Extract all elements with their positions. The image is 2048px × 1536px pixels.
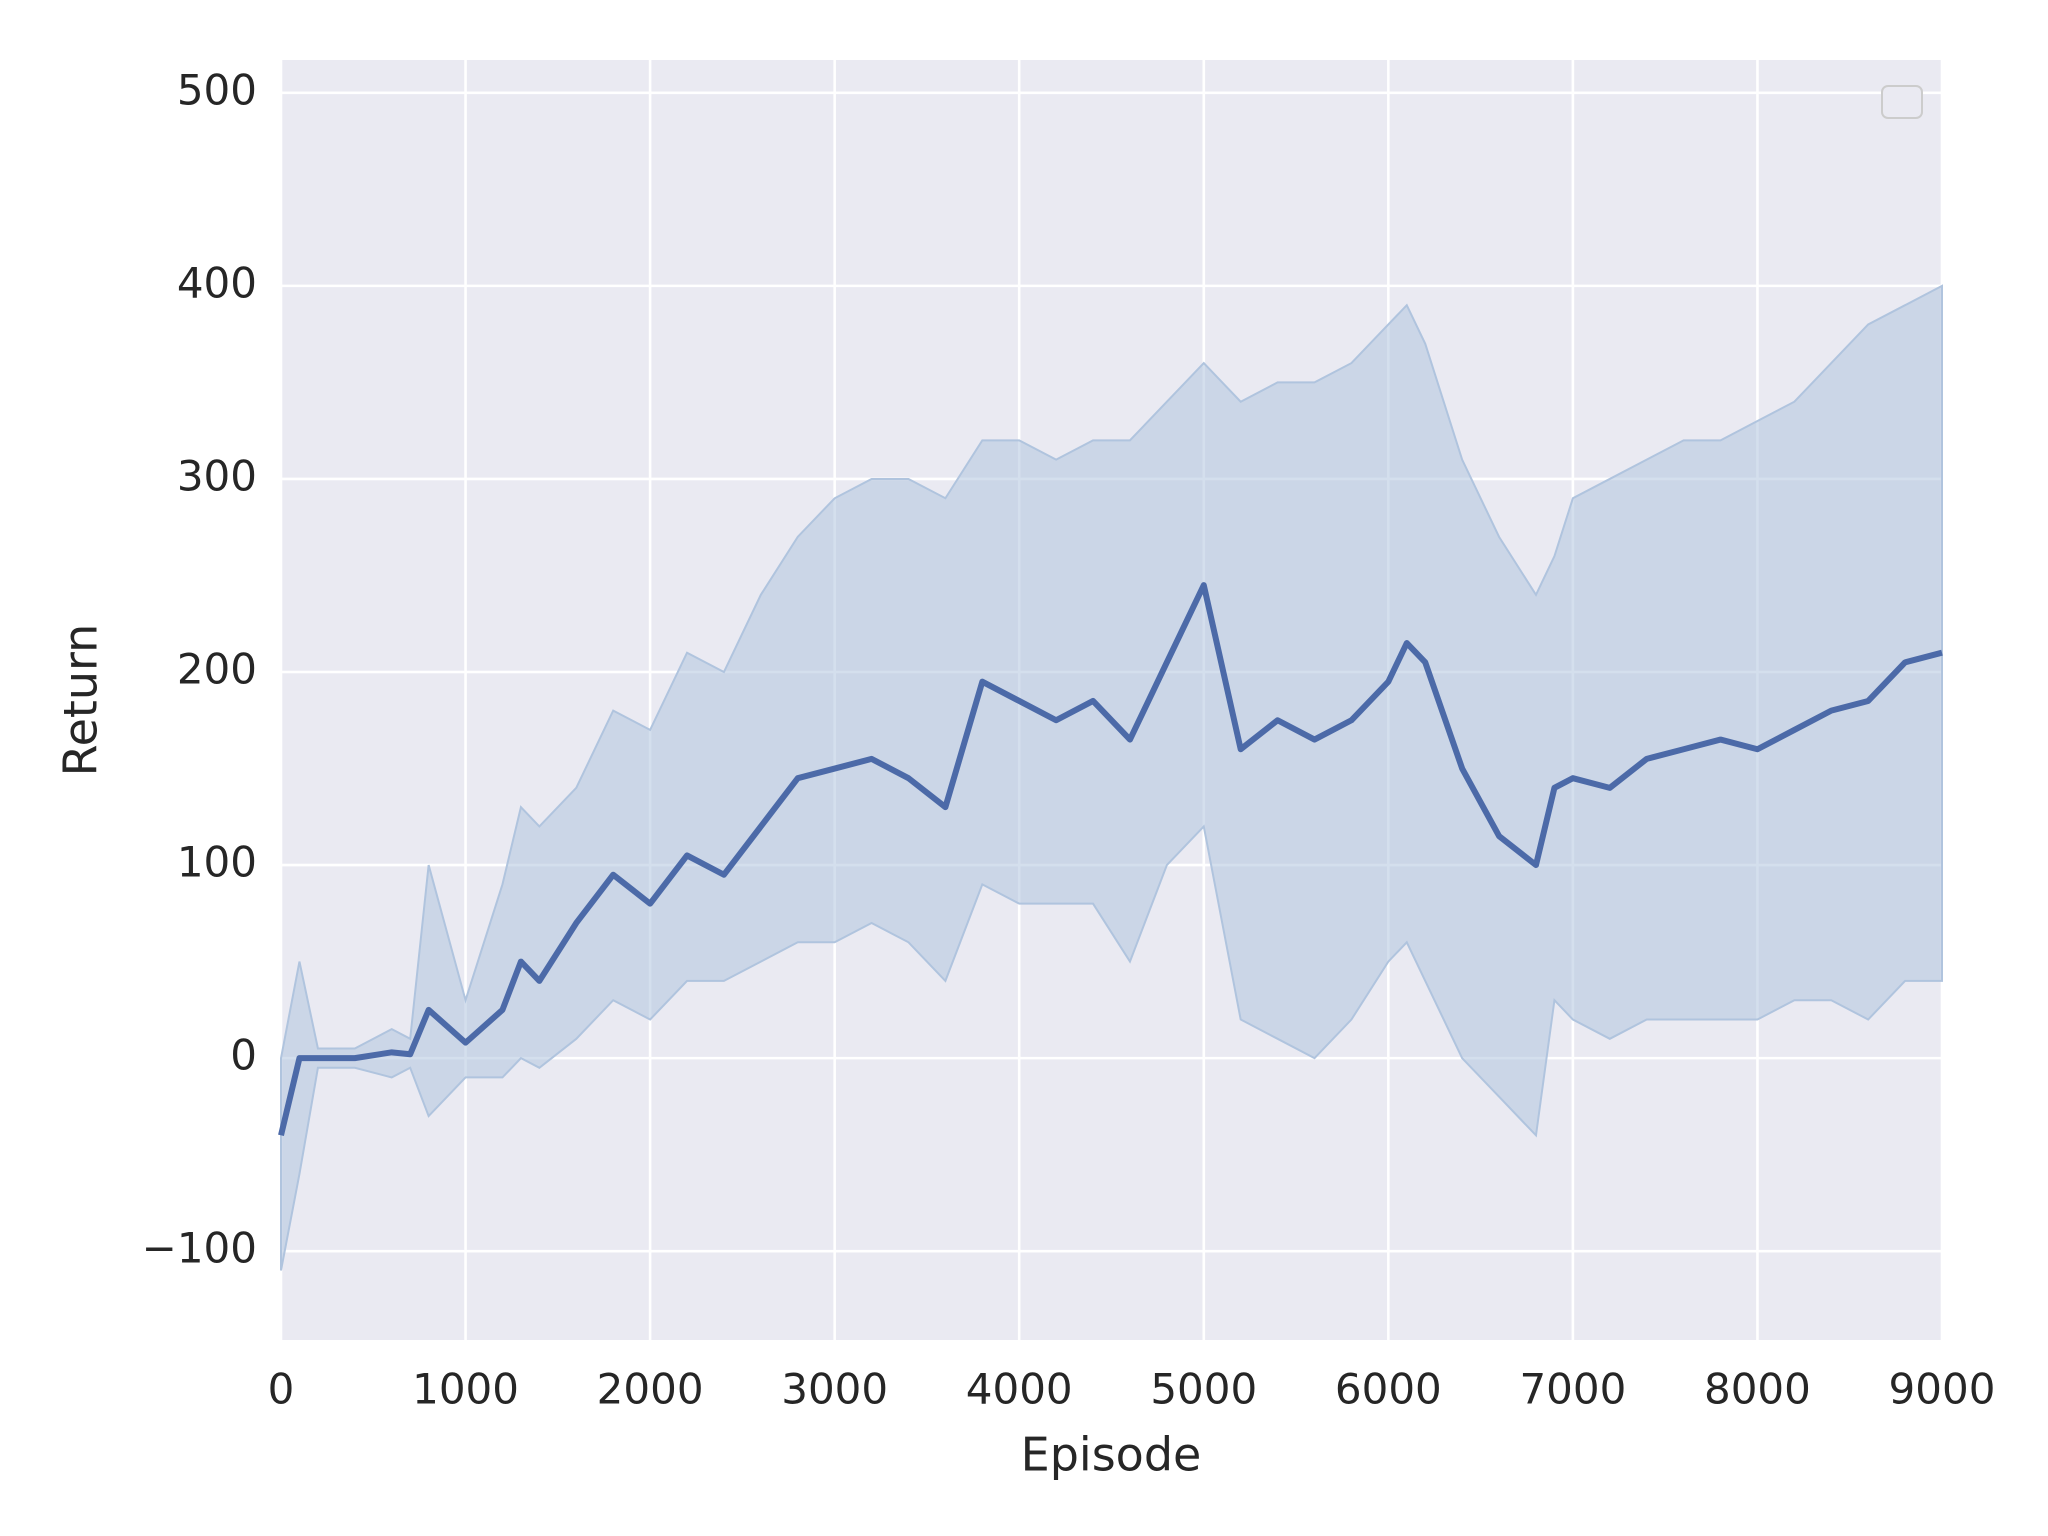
x-tick-label: 7000 [1519, 1365, 1626, 1414]
y-tick-label: 400 [177, 258, 257, 307]
x-tick-label: 1000 [412, 1365, 519, 1414]
y-tick-label: 100 [177, 838, 257, 887]
x-tick-label: 5000 [1150, 1365, 1257, 1414]
y-axis-label: Return [54, 624, 108, 777]
line [278, 582, 1943, 1137]
y-tick-label: 0 [230, 1031, 257, 1080]
y-tick-label: −100 [142, 1224, 257, 1273]
x-tick-label: 2000 [597, 1365, 704, 1414]
legend-box [1881, 85, 1923, 119]
x-tick-label: 6000 [1335, 1365, 1442, 1414]
x-tick-label: 9000 [1889, 1365, 1996, 1414]
x-tick-label: 8000 [1704, 1365, 1811, 1414]
marks [278, 284, 1943, 1271]
band [280, 284, 1943, 1271]
y-tick-label: 300 [177, 451, 257, 500]
x-tick-label: 0 [268, 1365, 295, 1414]
y-tick-label: 500 [177, 65, 257, 114]
x-axis-label: Episode [1021, 1428, 1202, 1482]
x-tick-label: 3000 [781, 1365, 888, 1414]
x-tick-label: 4000 [966, 1365, 1073, 1414]
y-tick-label: 200 [177, 645, 257, 694]
